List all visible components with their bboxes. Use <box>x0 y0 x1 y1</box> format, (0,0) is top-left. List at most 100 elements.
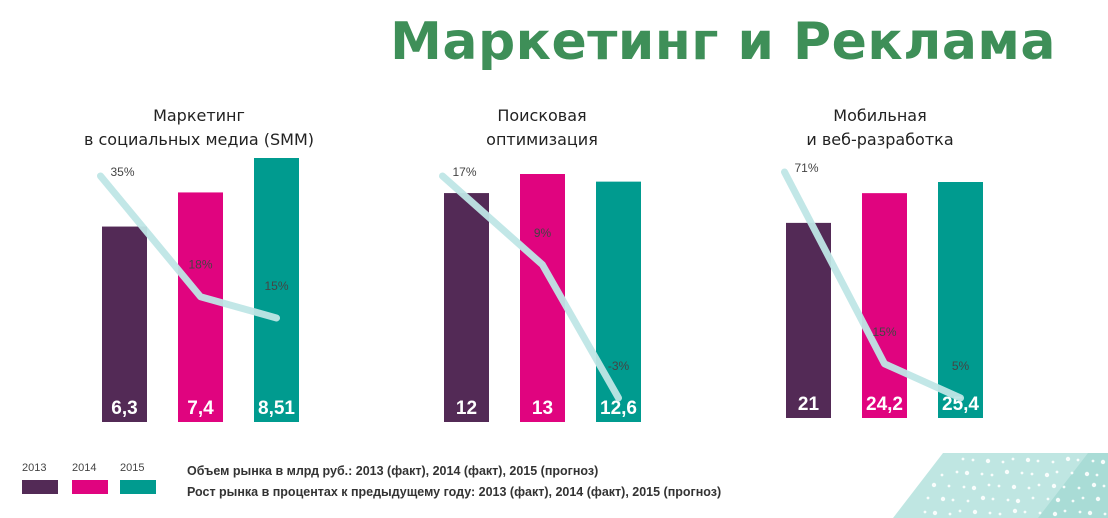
decor-dot <box>997 484 1001 488</box>
bar <box>178 192 223 422</box>
decor-dot <box>1078 510 1082 514</box>
chart-title-line: в социальных медиа (SMM) <box>83 130 314 149</box>
decor-dot <box>1100 459 1106 465</box>
bar <box>254 158 299 422</box>
decor-dot <box>972 509 978 515</box>
growth-percent-label: 71% <box>795 161 819 175</box>
chart-panel: 21 24,2 25,4 71% 15% 5% <box>781 161 983 418</box>
note-volume: Объем рынка в млрд руб.: 2013 (факт), 20… <box>187 464 599 478</box>
decor-dot <box>1030 472 1034 476</box>
legend-label: 2014 <box>72 462 97 474</box>
decor-dot <box>1001 460 1005 464</box>
decor-dot <box>1011 457 1015 461</box>
decor-dot <box>926 496 930 500</box>
growth-percent-label: 17% <box>453 165 477 179</box>
bar-value-label: 7,4 <box>187 398 214 419</box>
growth-percent-label: 15% <box>264 279 288 293</box>
decor-dot <box>1102 484 1106 488</box>
decor-dot <box>955 470 959 474</box>
decor-dot <box>1031 496 1035 500</box>
decor-dot <box>1023 510 1027 514</box>
decor-dot <box>1081 496 1085 500</box>
legend-swatch <box>22 480 58 494</box>
decor-band-dark <box>1038 453 1108 518</box>
decor-dot <box>971 485 977 491</box>
decor-dot <box>923 510 927 514</box>
chart-title-line: Маркетинг <box>153 106 245 125</box>
decor-dot <box>1095 496 1101 502</box>
decor-dot <box>1051 460 1055 464</box>
decor-dot <box>1091 482 1097 488</box>
decor-dot <box>1063 509 1067 513</box>
decor-dot <box>1046 497 1050 501</box>
legend-swatch <box>72 480 108 494</box>
chart-title-line: Мобильная <box>833 106 927 125</box>
page-title: Маркетинг и Реклама <box>390 12 1056 72</box>
chart-title-line: и веб-разработка <box>806 130 954 149</box>
growth-line <box>97 172 280 322</box>
decor-dot <box>1006 498 1010 502</box>
decor-dot <box>1076 458 1080 462</box>
decor-dot <box>991 497 995 501</box>
decor-dot <box>1011 484 1017 490</box>
decor-dot <box>998 512 1002 516</box>
decor-dot <box>980 472 984 476</box>
note-growth: Рост рынка в процентах к предыдущему год… <box>187 485 722 499</box>
decor-dot <box>990 473 994 477</box>
decor-dot <box>1065 456 1071 462</box>
decor-dot <box>1070 471 1074 475</box>
legend: 2013 2014 2015 <box>22 462 172 502</box>
chart-title-smm: Маркетинг в социальных медиа (SMM) <box>49 104 349 152</box>
bar-value-label: 12,6 <box>600 398 637 419</box>
growth-percent-label: 18% <box>188 258 212 272</box>
decor-dot <box>1020 471 1024 475</box>
decor-dot <box>1055 470 1059 474</box>
bar <box>786 222 831 418</box>
decor-dot <box>1055 497 1061 503</box>
decor-dot <box>1015 498 1021 504</box>
decor-dot <box>940 473 944 477</box>
decor-dot <box>1095 473 1099 477</box>
growth-percent-label: 15% <box>872 325 896 339</box>
growth-line <box>781 168 964 402</box>
decor-dot <box>1025 457 1031 463</box>
bar <box>938 182 983 418</box>
bar-value-label: 21 <box>798 394 820 415</box>
chart-panel: 12 13 12,6 17% 9% -3% <box>439 165 641 422</box>
decor-dot <box>1037 483 1041 487</box>
decor-dot <box>958 509 962 513</box>
decor-dot <box>932 510 938 516</box>
decorative-pattern <box>893 453 1108 518</box>
growth-percent-label: 5% <box>952 359 970 373</box>
decor-dot <box>988 511 992 515</box>
decor-dot <box>1004 469 1010 475</box>
decor-dot <box>1044 472 1050 478</box>
bar <box>444 193 489 422</box>
growth-percent-label: 35% <box>111 165 135 179</box>
decor-dot <box>1077 486 1081 490</box>
chart-panel: 6,3 7,4 8,51 35% 18% 15% <box>97 158 299 422</box>
decor-dot <box>985 458 991 464</box>
decor-dot <box>1012 508 1018 514</box>
bar-value-label: 6,3 <box>111 398 137 419</box>
growth-percent-label: 9% <box>534 226 552 240</box>
bar-value-label: 13 <box>532 398 553 419</box>
chart-title-line: Поисковая <box>497 106 587 125</box>
decor-dot <box>1091 459 1095 463</box>
legend-item-2015: 2015 <box>120 462 156 494</box>
bar-value-label: 12 <box>456 398 477 419</box>
legend-swatch <box>120 480 156 494</box>
decor-dot <box>980 495 986 501</box>
bar <box>102 226 147 422</box>
chart-title-line: оптимизация <box>486 130 598 149</box>
decor-dot <box>1027 486 1031 490</box>
decor-dot <box>947 484 951 488</box>
decor-dot <box>1051 483 1057 489</box>
legend-label: 2015 <box>120 462 145 474</box>
bar-value-label: 8,51 <box>258 398 295 419</box>
legend-label: 2013 <box>22 462 47 474</box>
decor-dot <box>961 457 965 461</box>
decor-dot <box>1062 485 1066 489</box>
decor-dot <box>931 482 937 488</box>
